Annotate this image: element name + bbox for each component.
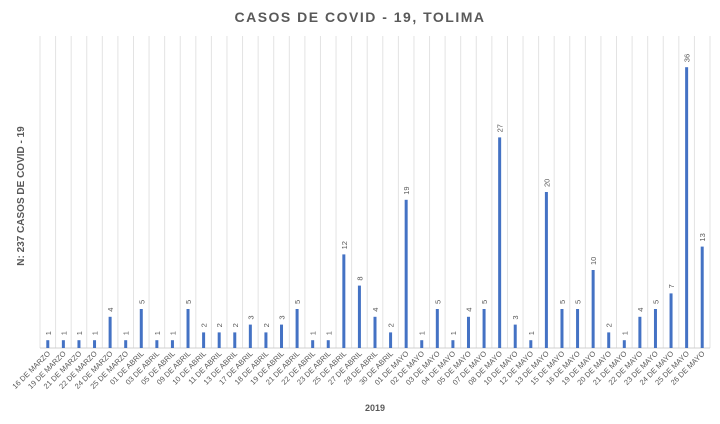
data-label: 5 [184,300,193,304]
data-label: 1 [44,331,53,335]
data-label: 5 [480,300,489,304]
bar [342,254,346,348]
data-label: 1 [324,331,333,335]
data-label: 5 [558,300,567,304]
bar [46,340,50,348]
bar [420,340,424,348]
bar [544,192,548,348]
data-label: 10 [589,257,598,265]
bar [61,340,65,348]
bar [482,309,486,348]
bar [685,67,689,348]
data-label: 12 [340,241,349,249]
bar [108,316,112,348]
data-label: 1 [449,331,458,335]
data-label: 1 [418,331,427,335]
bar [217,332,221,348]
data-label: 5 [433,300,442,304]
x-axis-label: 2019 [365,403,385,413]
bar [202,332,206,348]
bar [669,293,673,348]
data-label: 7 [667,284,676,288]
bar [389,332,393,348]
bar [404,199,408,348]
bar [638,316,642,348]
data-label: 2 [215,323,224,327]
bar [622,340,626,348]
data-label: 1 [122,331,131,335]
data-label: 5 [293,300,302,304]
data-label: 1 [309,331,318,335]
bar [124,340,128,348]
bar [435,309,439,348]
bar [700,246,704,348]
bar [139,309,143,348]
data-label: 5 [651,300,660,304]
bar [498,137,502,348]
data-label: 4 [371,308,380,312]
bar [373,316,377,348]
bar [326,340,330,348]
data-label: 2 [387,323,396,327]
bar [233,332,237,348]
data-label: 8 [355,276,364,280]
bar [560,309,564,348]
bar [186,309,190,348]
data-label: 1 [620,331,629,335]
data-label: 2 [262,323,271,327]
data-label: 27 [496,124,505,132]
data-label: 1 [91,331,100,335]
data-label: 2 [200,323,209,327]
data-label: 1 [527,331,536,335]
bar [529,340,533,348]
data-label: 4 [636,308,645,312]
data-label: 1 [75,331,84,335]
bar [264,332,268,348]
data-label: 5 [137,300,146,304]
bar [155,340,159,348]
data-label: 20 [542,179,551,187]
bar [591,270,595,348]
data-label: 19 [402,186,411,194]
bar [357,285,361,348]
bar [607,332,611,348]
data-label: 2 [605,323,614,327]
chart-title: CASOS DE COVID - 19, TOLIMA [234,9,485,25]
bar [466,316,470,348]
bar [576,309,580,348]
bar [170,340,174,348]
data-label: 3 [246,315,255,319]
data-label: 4 [464,308,473,312]
bar [653,309,657,348]
bar [513,324,517,348]
data-label: 3 [511,315,520,319]
data-label: 3 [278,315,287,319]
data-label: 1 [59,331,68,335]
bar [93,340,97,348]
bar [295,309,299,348]
data-label: 36 [683,54,692,62]
data-label: 4 [106,308,115,312]
data-label: 13 [698,233,707,241]
bar [311,340,315,348]
y-axis-label: N: 237 CASOS DE COVID - 19 [16,126,27,266]
data-label: 5 [574,300,583,304]
bar [248,324,252,348]
data-label: 2 [231,323,240,327]
data-label: 1 [168,331,177,335]
bar [280,324,284,348]
bar [451,340,455,348]
data-label: 1 [153,331,162,335]
bar [77,340,81,348]
